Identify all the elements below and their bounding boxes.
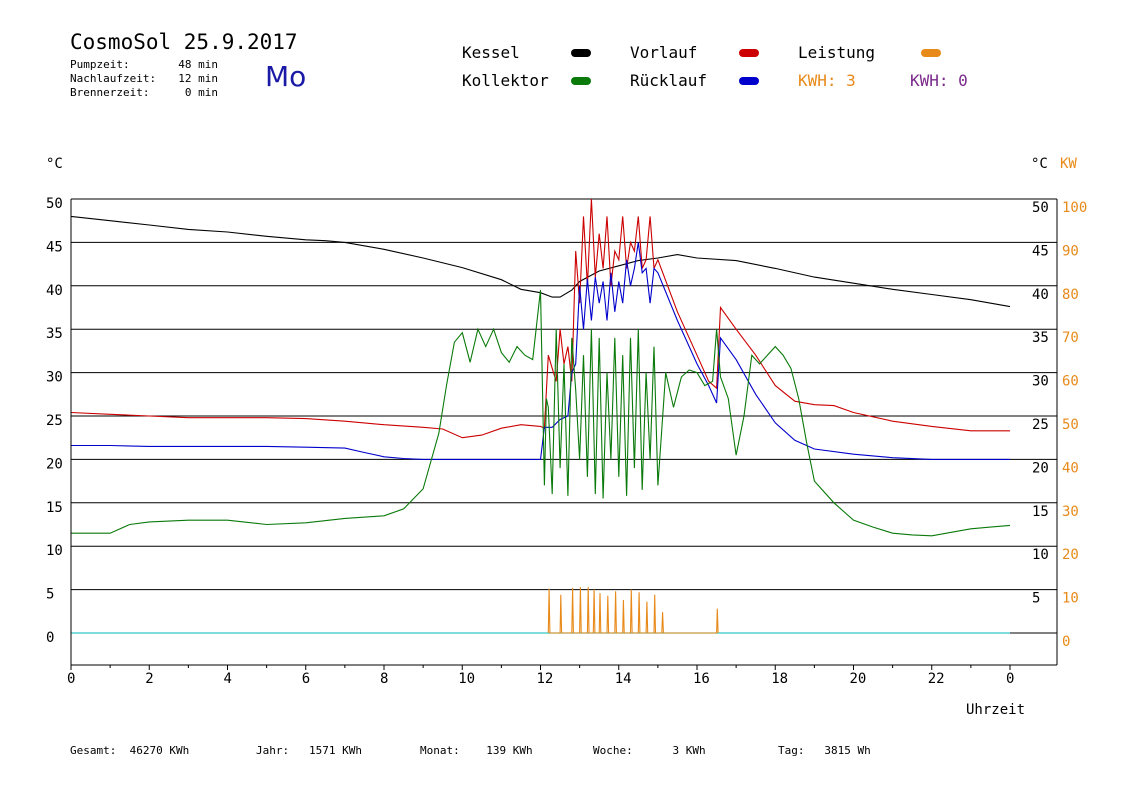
series-line-vorlauf [70,198,1010,439]
x-tick-label-9: 18 [771,671,788,687]
y2-tick-kw-30: 30 [1062,504,1079,520]
y2-tick-kw-50: 50 [1062,417,1079,433]
y-tick-label-45: 45 [46,239,63,255]
footer-tag: Tag: 3815 Wh [778,744,871,757]
y2-tick-celsius-30: 30 [1032,374,1049,390]
stat-label-brennerzeit: Brennerzeit: [70,86,150,99]
x-tick-label-4: 8 [380,671,388,687]
y2-tick-celsius-50: 50 [1032,200,1049,216]
x-tick-label-8: 16 [693,671,710,687]
left-axis-unit: °C [46,156,63,172]
y2-tick-celsius-20: 20 [1032,460,1049,476]
footer-gesamt: Gesamt: 46270 KWh [70,744,190,757]
legend-kollektor-swatch [571,77,591,85]
y2-tick-celsius-10: 10 [1032,547,1049,563]
x-tick-label-2: 4 [224,671,232,687]
x-axis-label: Uhrzeit [966,702,1025,718]
legend-vorlauf-label: Vorlauf [630,43,698,62]
y2-tick-kw-70: 70 [1062,330,1079,346]
y2-tick-celsius-35: 35 [1032,330,1049,346]
y2-tick-kw-40: 40 [1062,460,1079,476]
stat-value-nachlaufzeit: 12 min [178,72,218,85]
y2-tick-celsius-15: 15 [1032,504,1049,520]
x-tick-label-10: 20 [850,671,867,687]
y-tick-label-10: 10 [46,543,63,559]
footer-woche: Woche: 3 KWh [593,744,706,757]
y-tick-label-30: 30 [46,370,63,386]
legend-ruecklauf-label: Rücklauf [630,71,708,90]
x-tick-label-11: 22 [928,671,945,687]
x-tick-label-12: 0 [1006,671,1014,687]
footer-monat: Monat: 139 KWh [420,744,533,757]
y2-tick-kw-0: 0 [1062,634,1070,650]
legend-kessel-swatch [571,49,591,57]
y-tick-label-15: 15 [46,500,63,516]
y-tick-label-20: 20 [46,456,63,472]
y-tick-label-0: 0 [46,630,54,646]
stat-label-nachlaufzeit: Nachlaufzeit: [70,72,157,85]
footer-jahr: Jahr: 1571 KWh [256,744,362,757]
legend-leistung-swatch [921,49,941,57]
y2-tick-celsius-5: 5 [1032,591,1040,607]
stat-value-pumpzeit: 48 min [178,58,218,71]
x-tick-label-6: 12 [537,671,554,687]
weekday-label: Mo [265,60,307,93]
legend-kollektor-label: Kollektor [462,71,549,90]
y2-tick-kw-80: 80 [1062,287,1079,303]
y-tick-label-25: 25 [46,413,63,429]
y-tick-label-50: 50 [46,196,63,212]
legend-kessel-label: Kessel [462,43,520,62]
kwh-leistung-value: KWH: 3 [798,71,856,90]
y-tick-label-35: 35 [46,326,63,342]
right-axis-unit-kw: KW [1060,156,1077,172]
y2-tick-kw-10: 10 [1062,591,1079,607]
y2-tick-kw-90: 90 [1062,243,1079,259]
chart-title: CosmoSol 25.9.2017 [70,30,298,54]
y2-tick-celsius-25: 25 [1032,417,1049,433]
y-tick-label-5: 5 [46,587,54,603]
series-line-kessel [70,215,1011,308]
chart-series [70,198,1011,634]
x-tick-label-7: 14 [615,671,632,687]
x-tick-label-5: 10 [458,671,475,687]
y2-tick-celsius-40: 40 [1032,287,1049,303]
legend-ruecklauf-swatch [739,77,759,85]
y2-tick-kw-20: 20 [1062,547,1079,563]
chart-grid [71,198,1057,591]
y2-tick-celsius-45: 45 [1032,243,1049,259]
series-line-leistung [547,586,719,634]
x-tick-label-3: 6 [302,671,310,687]
series-line-rcklauf [71,242,1010,460]
stat-label-pumpzeit: Pumpzeit: [70,58,130,71]
x-tick-label-0: 0 [67,671,75,687]
legend-vorlauf-swatch [739,49,759,57]
x-tick-label-1: 2 [145,671,153,687]
kwh-secondary-value: KWH: 0 [910,71,968,90]
right-axis-unit-celsius: °C [1031,156,1048,172]
series-line-kollektor [71,290,1011,537]
stat-value-brennerzeit: 0 min [184,86,218,99]
y2-tick-kw-100: 100 [1062,200,1087,216]
y2-tick-kw-60: 60 [1062,374,1079,390]
y-tick-label-40: 40 [46,283,63,299]
legend-leistung-label: Leistung [798,43,876,62]
